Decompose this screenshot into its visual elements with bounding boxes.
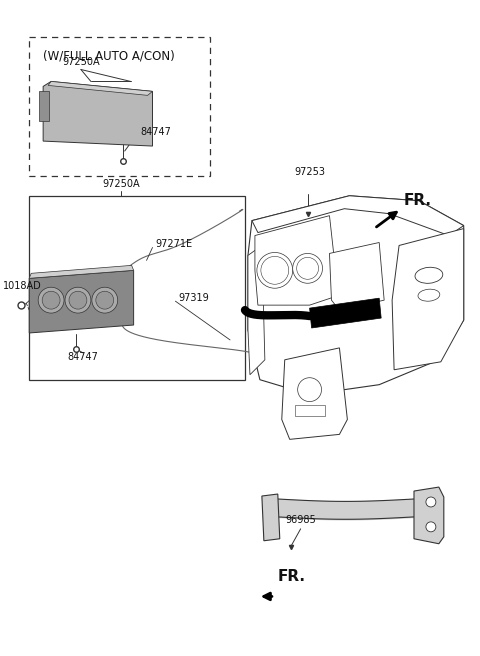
Text: 97250A: 97250A <box>102 179 140 189</box>
Circle shape <box>92 287 118 313</box>
Polygon shape <box>248 195 464 395</box>
Circle shape <box>297 257 319 279</box>
Bar <box>29 37 210 176</box>
Polygon shape <box>252 195 464 236</box>
Text: FR.: FR. <box>278 569 306 584</box>
Circle shape <box>298 378 322 401</box>
Text: 84747: 84747 <box>141 127 171 137</box>
Polygon shape <box>248 245 265 375</box>
Bar <box>39 91 49 121</box>
Circle shape <box>257 253 293 288</box>
Text: 84747: 84747 <box>68 352 98 362</box>
Polygon shape <box>310 298 381 328</box>
Circle shape <box>69 291 87 309</box>
Ellipse shape <box>418 289 440 301</box>
Circle shape <box>426 497 436 507</box>
Bar <box>29 195 245 380</box>
Text: 97271E: 97271E <box>156 239 192 249</box>
Text: 97250A: 97250A <box>62 56 100 66</box>
Polygon shape <box>29 266 133 278</box>
Polygon shape <box>48 81 153 95</box>
Circle shape <box>96 291 114 309</box>
Text: 97253: 97253 <box>295 167 326 177</box>
Polygon shape <box>43 81 153 146</box>
Polygon shape <box>392 228 464 370</box>
Circle shape <box>261 256 288 284</box>
Polygon shape <box>262 494 280 541</box>
Circle shape <box>38 287 64 313</box>
Polygon shape <box>329 243 384 310</box>
Polygon shape <box>29 270 133 333</box>
Text: 96985: 96985 <box>285 515 316 525</box>
Polygon shape <box>414 487 444 544</box>
Text: FR.: FR. <box>404 194 432 208</box>
Ellipse shape <box>415 267 443 283</box>
Bar <box>295 405 324 417</box>
Text: 97319: 97319 <box>179 293 209 303</box>
Text: (W/FULL AUTO A/CON): (W/FULL AUTO A/CON) <box>43 50 175 62</box>
Circle shape <box>42 291 60 309</box>
Polygon shape <box>255 216 339 305</box>
Text: 1018AD: 1018AD <box>3 281 42 291</box>
Circle shape <box>293 253 323 283</box>
Circle shape <box>65 287 91 313</box>
Circle shape <box>426 522 436 532</box>
Polygon shape <box>282 348 348 440</box>
